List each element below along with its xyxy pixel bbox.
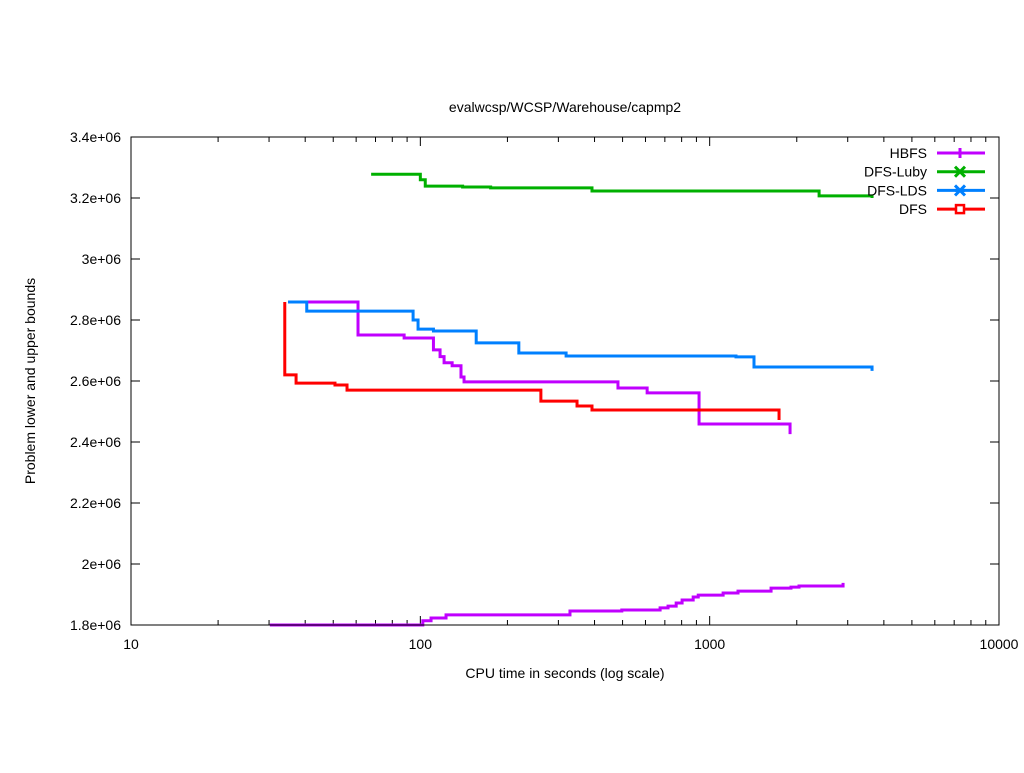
y-axis-label: Problem lower and upper bounds xyxy=(22,278,38,484)
legend-label: DFS-Luby xyxy=(864,164,927,180)
y-tick-label: 1.8e+06 xyxy=(70,617,121,633)
y-tick-label: 2.2e+06 xyxy=(70,495,121,511)
y-tick-label: 2.4e+06 xyxy=(70,434,121,450)
x-tick-label: 100 xyxy=(409,636,433,652)
legend-label: DFS-LDS xyxy=(867,182,927,198)
series-group xyxy=(269,172,874,627)
chart-title: evalwcsp/WCSP/Warehouse/capmp2 xyxy=(449,99,681,115)
y-tick-label: 2e+06 xyxy=(82,556,122,572)
y-tick-label: 2.8e+06 xyxy=(70,312,121,328)
series-hbfs-line xyxy=(288,300,792,435)
x-axis-label: CPU time in seconds (log scale) xyxy=(465,665,664,681)
series-hbfs-line xyxy=(269,582,845,627)
legend-label: DFS xyxy=(899,201,927,217)
series-dfs-lds-line xyxy=(288,300,874,371)
legend-label: HBFS xyxy=(890,145,927,161)
y-tick-label: 3.4e+06 xyxy=(70,129,121,145)
x-tick-label: 1000 xyxy=(694,636,725,652)
y-tick-label: 3e+06 xyxy=(82,251,122,267)
plus-marker-icon xyxy=(955,148,965,158)
axes: 10 100 1000 10000 1.8e+06 2e+06 2.2e+06 2.4e+06… xyxy=(70,129,1019,652)
series-dfs-luby-line xyxy=(371,172,874,198)
legend: HBFS DFS-Luby DFS-LDS DFS xyxy=(864,145,985,217)
y-tick-label: 2.6e+06 xyxy=(70,373,121,389)
x-tick-label: 10 xyxy=(123,636,139,652)
series-dfs-line xyxy=(283,302,781,421)
square-marker-icon xyxy=(954,203,966,215)
star-marker-icon xyxy=(953,184,967,197)
y-tick-label: 3.2e+06 xyxy=(70,190,121,206)
plot-border xyxy=(130,136,1000,626)
cross-marker-icon xyxy=(953,165,967,178)
x-tick-label: 10000 xyxy=(980,636,1019,652)
